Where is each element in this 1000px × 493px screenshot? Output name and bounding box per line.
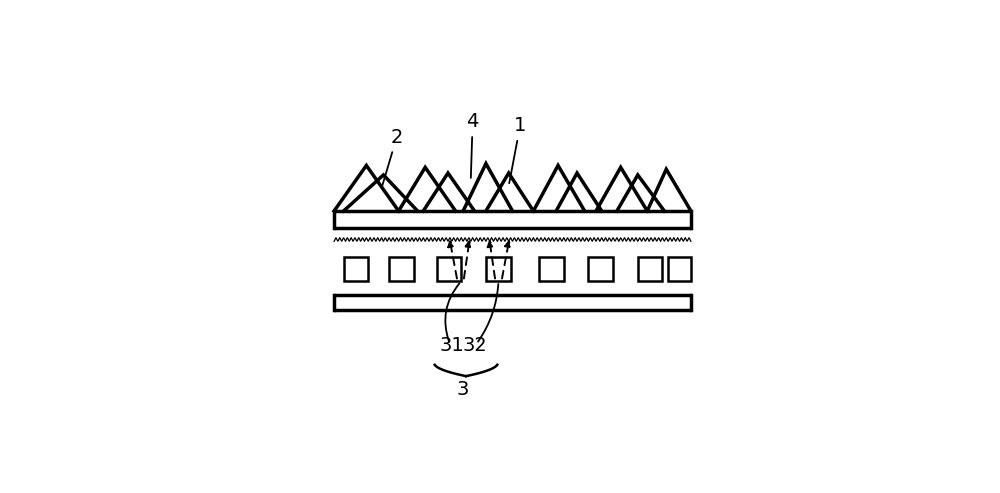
- Bar: [344, 256, 368, 281]
- Bar: [668, 256, 691, 281]
- Text: 32: 32: [462, 336, 487, 355]
- Bar: [539, 256, 564, 281]
- Bar: [389, 256, 414, 281]
- Text: 31: 31: [439, 336, 464, 355]
- Bar: [486, 256, 511, 281]
- Bar: [588, 256, 613, 281]
- Bar: [437, 256, 461, 281]
- Bar: [638, 256, 662, 281]
- Text: 4: 4: [466, 112, 479, 178]
- Text: 1: 1: [509, 116, 526, 183]
- Text: 2: 2: [382, 128, 403, 185]
- Text: 3: 3: [457, 380, 469, 399]
